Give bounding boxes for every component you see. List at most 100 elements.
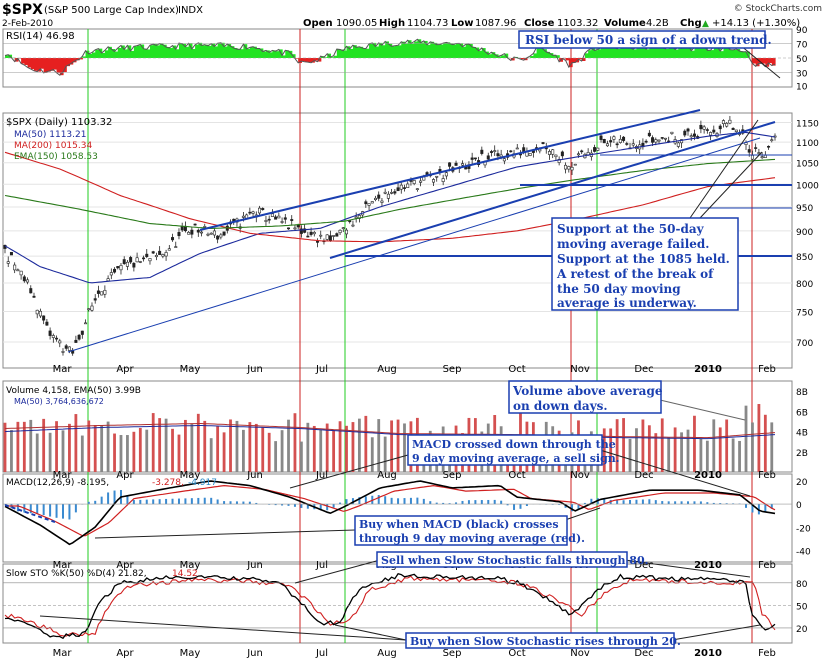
macd-tick-label: -20: [796, 524, 811, 534]
price-bar-body: [384, 192, 386, 193]
price-bar-body: [13, 265, 15, 270]
price-bar-body: [265, 220, 267, 221]
price-bar-body: [7, 262, 9, 264]
price-bar-body: [619, 139, 621, 142]
macd-histogram-bar: [616, 500, 618, 504]
price-bar-body: [407, 184, 409, 188]
price-bar-body: [510, 151, 512, 152]
sto-tick-label: 80: [796, 580, 808, 590]
macd-histogram-bar: [152, 499, 154, 504]
month-label: Sep: [443, 470, 462, 481]
rsi-legend: RSI(14) 46.98: [6, 31, 75, 42]
price-tick-label: 1050: [796, 160, 819, 170]
price-bar-body: [609, 140, 611, 142]
price-bar-body: [655, 140, 657, 142]
month-label: Feb: [758, 560, 776, 571]
volume-bar: [313, 426, 316, 472]
volume-bar: [255, 424, 258, 472]
month-label: May: [180, 648, 201, 659]
ema150-legend: EMA(150) 1058.53: [14, 152, 98, 162]
price-tick-label: 850: [796, 253, 813, 263]
month-label: 2010: [694, 364, 722, 375]
price-bar-body: [761, 157, 763, 158]
price-bar-body: [600, 136, 602, 140]
volume-bar: [210, 438, 213, 472]
month-label: Jun: [246, 648, 263, 659]
macd-histogram-bar: [230, 501, 232, 504]
month-label: Nov: [570, 648, 590, 659]
price-bar-body: [75, 340, 77, 342]
macd-histogram-bar: [210, 498, 212, 504]
price-bar-body: [84, 323, 86, 324]
price-bar-body: [42, 316, 44, 320]
volume-bar: [364, 416, 367, 472]
price-bar-body: [571, 167, 573, 170]
month-label: Nov: [570, 364, 590, 375]
price-bar-body: [365, 202, 367, 204]
price-bar-body: [580, 151, 582, 152]
macd-histogram-bar: [94, 501, 96, 504]
volume-bar: [326, 424, 329, 472]
volume-bar: [49, 433, 52, 472]
price-bar-body: [593, 147, 595, 151]
macd-histogram-bar: [635, 500, 637, 504]
month-label: Jun: [246, 364, 263, 375]
macd-histogram-bar: [623, 500, 625, 504]
volume-bar: [4, 423, 7, 472]
price-bar-body: [171, 237, 173, 239]
price-bar-body: [262, 208, 264, 209]
price-bar-body: [307, 236, 309, 237]
price-bar-body: [465, 167, 467, 169]
price-tick-label: 1150: [796, 120, 819, 130]
macd-histogram-bar: [49, 504, 51, 516]
price-bar-body: [133, 263, 135, 267]
price-bar-body: [329, 236, 331, 241]
support-note-line5: the 50 day moving: [557, 282, 681, 296]
price-bar-body: [68, 347, 70, 351]
volume-bar: [687, 430, 690, 472]
price-tick-label: 700: [796, 339, 813, 349]
month-label: Sep: [443, 648, 462, 659]
price-bar-body: [168, 249, 170, 250]
chg-label: Chg: [680, 18, 702, 29]
price-bar-body: [613, 137, 615, 140]
price-bar-body: [378, 195, 380, 198]
price-bar-body: [606, 144, 608, 146]
rsi-tick-label: 70: [796, 41, 808, 51]
price-bar-body: [126, 262, 128, 266]
month-label: May: [180, 364, 201, 375]
price-bar-body: [178, 232, 180, 235]
month-label: Dec: [634, 364, 653, 375]
price-bar-body: [39, 311, 41, 316]
macd-histogram-bar: [68, 504, 70, 519]
month-label: Mar: [53, 648, 73, 659]
price-bar-body: [352, 225, 354, 226]
volume-bar: [738, 441, 741, 472]
macd-histogram-bar: [629, 500, 631, 504]
price-bar-body: [94, 299, 96, 301]
sto-tick-label: 50: [796, 602, 808, 612]
macd-histogram-bar: [461, 501, 463, 504]
macd-buy-line1: Buy when MACD (black) crosses: [359, 518, 559, 531]
price-bar-body: [136, 258, 138, 262]
price-bar-body: [497, 154, 499, 156]
month-label: Aug: [377, 648, 397, 659]
price-bar-body: [432, 179, 434, 182]
macd-histogram-bar: [674, 501, 676, 504]
price-bar-body: [345, 230, 347, 234]
macd-histogram-bar: [43, 504, 45, 515]
macd-histogram-bar: [197, 498, 199, 504]
volume-bar: [712, 419, 715, 472]
volume-bar: [622, 418, 625, 472]
price-bar-body: [690, 136, 692, 137]
price-bar-body: [577, 154, 579, 155]
macd-histogram-bar: [423, 499, 425, 504]
month-label: Aug: [377, 364, 397, 375]
macd-histogram-bar: [36, 504, 38, 514]
price-bar-body: [355, 217, 357, 218]
price-bar-body: [767, 146, 769, 147]
macd-histogram-bar: [146, 500, 148, 504]
price-bar-body: [342, 228, 344, 229]
price-bar-body: [703, 127, 705, 129]
price-bar-body: [390, 192, 392, 193]
